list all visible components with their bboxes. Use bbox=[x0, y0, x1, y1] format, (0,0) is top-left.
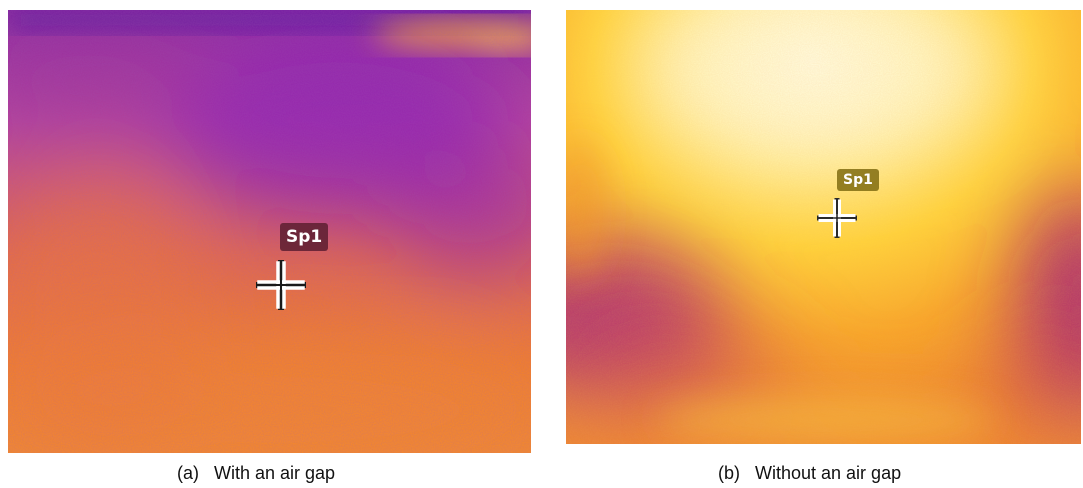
spot-label-sp1: Sp1 bbox=[837, 169, 879, 191]
thermal-map-b bbox=[566, 10, 1081, 444]
spot-label-sp1: Sp1 bbox=[280, 223, 329, 251]
caption-with-air-gap: (a) With an air gap bbox=[177, 463, 336, 483]
caption-without-air-gap: (b) Without an air gap bbox=[718, 463, 902, 483]
thermal-image-with-air-gap: Sp1 bbox=[8, 10, 531, 453]
thermal-map-a bbox=[8, 10, 531, 453]
thermal-image-without-air-gap: Sp1 bbox=[566, 10, 1081, 444]
crosshair-icon bbox=[256, 260, 306, 310]
crosshair-icon bbox=[817, 198, 857, 238]
